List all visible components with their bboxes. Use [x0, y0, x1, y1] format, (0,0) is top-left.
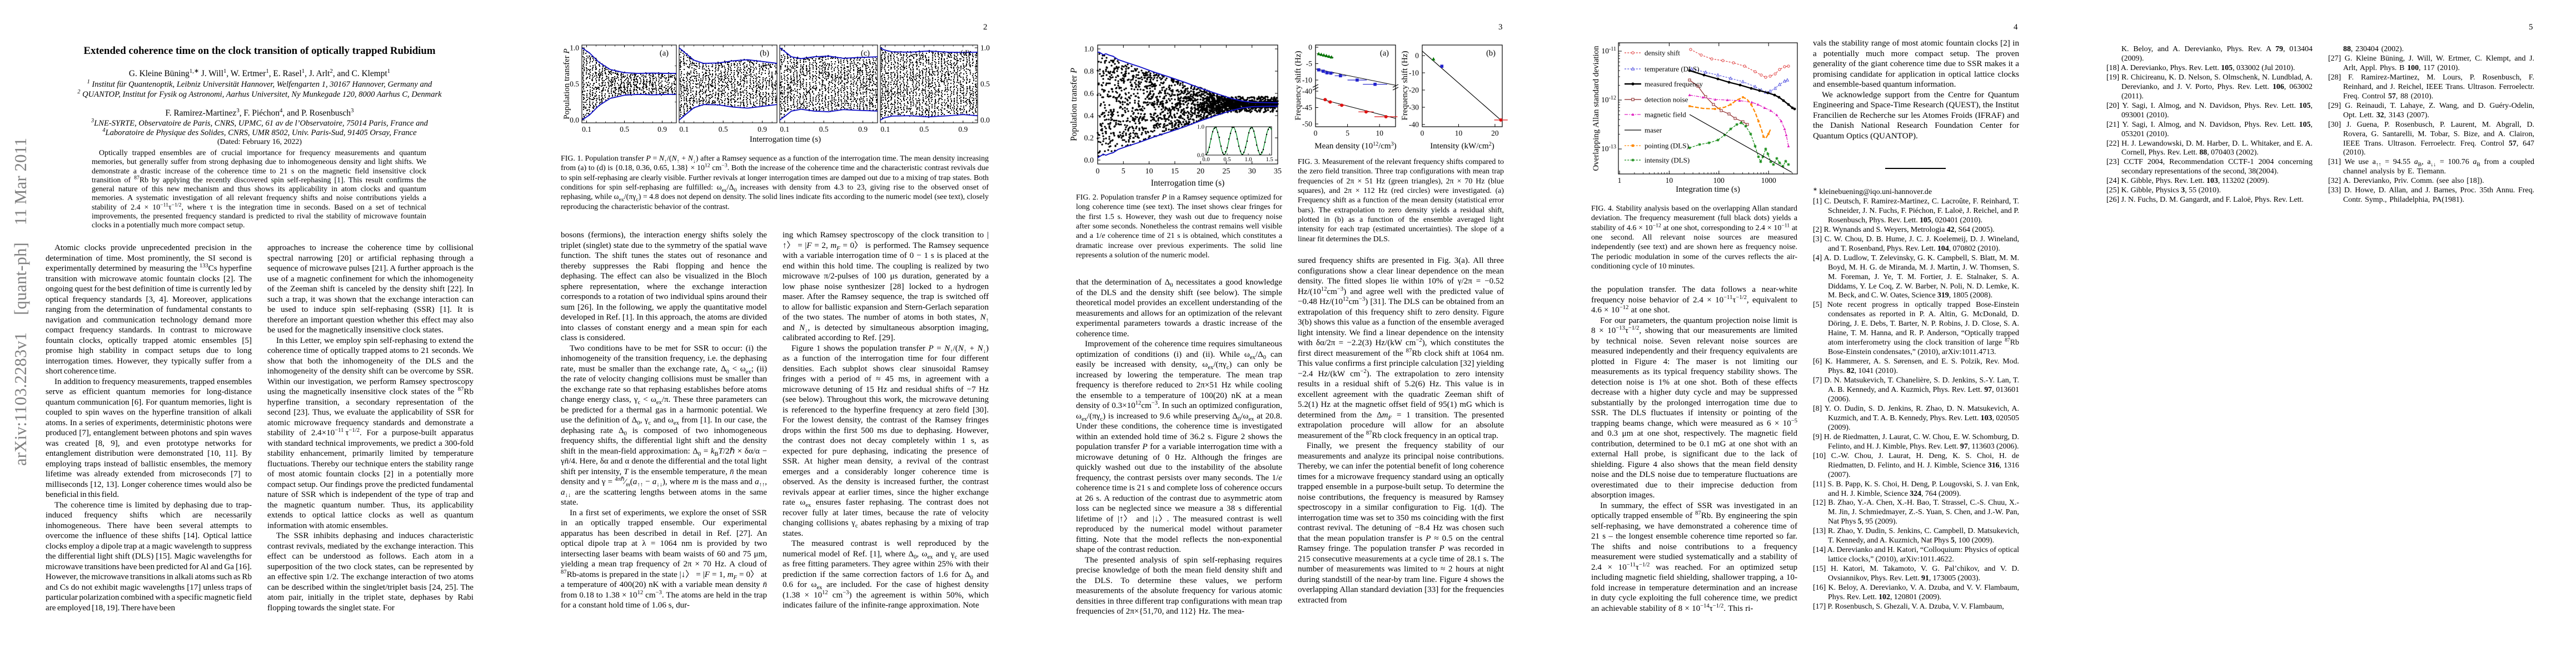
svg-text:Intensity (kW/cm2): Intensity (kW/cm2) [1430, 141, 1494, 151]
svg-text:0.5: 0.5 [719, 125, 728, 133]
svg-text:0.0: 0.0 [1202, 157, 1209, 163]
svg-text:1.0: 1.0 [1084, 46, 1094, 54]
svg-text:10-12: 10-12 [1601, 95, 1616, 104]
svg-text:Frequency shift (Hz): Frequency shift (Hz) [1294, 51, 1303, 121]
svg-text:Population transfer P: Population transfer P [1069, 68, 1079, 141]
svg-text:0.5: 0.5 [819, 125, 829, 133]
svg-text:20: 20 [1491, 129, 1499, 137]
svg-text:maser: maser [1645, 126, 1662, 135]
svg-text:0.9: 0.9 [858, 125, 868, 133]
svg-text:(a): (a) [1380, 49, 1389, 58]
svg-text:0.5: 0.5 [919, 125, 929, 133]
svg-text:0.9: 0.9 [758, 125, 767, 133]
svg-text:-5: -5 [1306, 59, 1312, 68]
svg-text:temperature (DLS): temperature (DLS) [1645, 65, 1700, 73]
svg-text:0.0: 0.0 [980, 116, 990, 125]
svg-text:(a): (a) [660, 49, 669, 58]
svg-text:Overlapping Allan standard dev: Overlapping Allan standard deviation [1592, 46, 1601, 171]
svg-text:0.8: 0.8 [1084, 68, 1094, 76]
svg-text:35: 35 [1274, 167, 1282, 176]
svg-text:0.6: 0.6 [1084, 90, 1094, 98]
svg-text:pointing (DLS): pointing (DLS) [1645, 142, 1689, 150]
svg-text:Mean density (1012/cm3): Mean density (1012/cm3) [1314, 141, 1396, 151]
svg-text:-40: -40 [1302, 87, 1312, 96]
svg-text:(d): (d) [960, 49, 970, 58]
svg-text:Interrogation time (s): Interrogation time (s) [750, 135, 821, 144]
svg-text:15: 15 [1171, 167, 1179, 176]
svg-text:100: 100 [1713, 176, 1725, 185]
svg-text:0.5: 0.5 [570, 80, 579, 88]
svg-text:(c): (c) [861, 49, 870, 58]
svg-text:Frequency shift (Hz): Frequency shift (Hz) [1401, 51, 1409, 121]
svg-text:Interrogation time (s): Interrogation time (s) [1151, 178, 1225, 188]
svg-text:1.0: 1.0 [1197, 125, 1204, 131]
svg-text:1.0: 1.0 [570, 44, 579, 52]
svg-text:0.5: 0.5 [980, 80, 990, 88]
svg-text:20: 20 [1197, 167, 1204, 176]
svg-text:0: 0 [1308, 43, 1312, 52]
svg-text:0.1: 0.1 [880, 125, 890, 133]
svg-text:(b): (b) [1486, 49, 1496, 58]
svg-text:10: 10 [1455, 129, 1463, 137]
svg-text:0: 0 [1314, 129, 1318, 137]
svg-text:0.5: 0.5 [1224, 157, 1231, 163]
svg-text:25: 25 [1222, 167, 1230, 176]
svg-text:0: 0 [1096, 167, 1100, 176]
svg-text:-10: -10 [1409, 69, 1419, 77]
svg-text:0.0: 0.0 [1197, 153, 1204, 159]
svg-text:10-13: 10-13 [1601, 144, 1616, 153]
svg-text:5: 5 [1122, 167, 1125, 176]
svg-text:1: 1 [1618, 176, 1622, 185]
svg-text:Population transfer P: Population transfer P [562, 48, 571, 119]
svg-text:0.5: 0.5 [620, 125, 629, 133]
svg-text:0.9: 0.9 [657, 125, 667, 133]
svg-text:-45: -45 [1302, 103, 1312, 112]
svg-text:1000: 1000 [1761, 176, 1776, 185]
svg-text:0.1: 0.1 [679, 125, 689, 133]
svg-text:density shift: density shift [1645, 49, 1680, 57]
svg-text:0.9: 0.9 [958, 125, 968, 133]
svg-text:detection noise: detection noise [1645, 96, 1688, 104]
svg-text:0: 0 [1421, 129, 1424, 137]
svg-text:measured frequency: measured frequency [1645, 80, 1703, 88]
svg-text:1.0: 1.0 [1245, 157, 1252, 163]
svg-text:-30: -30 [1409, 103, 1419, 112]
svg-text:Integration time (s): Integration time (s) [1676, 185, 1740, 194]
svg-text:-40: -40 [1409, 121, 1419, 129]
svg-text:0.1: 0.1 [780, 125, 789, 133]
svg-text:-20: -20 [1409, 86, 1419, 94]
svg-text:1.0: 1.0 [980, 44, 990, 52]
svg-text:0: 0 [1415, 52, 1419, 60]
svg-text:-10: -10 [1302, 76, 1312, 84]
svg-text:10: 10 [1376, 129, 1383, 137]
svg-text:1.5: 1.5 [1266, 157, 1273, 163]
svg-text:magnetic field: magnetic field [1645, 111, 1686, 119]
svg-text:0.1: 0.1 [582, 125, 591, 133]
svg-text:0.0: 0.0 [570, 116, 579, 125]
svg-text:0.0: 0.0 [1084, 157, 1094, 165]
svg-text:30: 30 [1248, 167, 1256, 176]
svg-text:5: 5 [1346, 129, 1349, 137]
svg-text:-50: -50 [1302, 120, 1312, 128]
svg-text:intensity (DLS): intensity (DLS) [1645, 156, 1690, 165]
svg-text:10-11: 10-11 [1602, 46, 1616, 55]
svg-text:0.2: 0.2 [1084, 135, 1094, 143]
svg-text:10: 10 [1666, 176, 1673, 185]
svg-text:0.4: 0.4 [1084, 112, 1094, 121]
svg-text:(b): (b) [760, 49, 769, 58]
svg-text:10: 10 [1145, 167, 1153, 176]
